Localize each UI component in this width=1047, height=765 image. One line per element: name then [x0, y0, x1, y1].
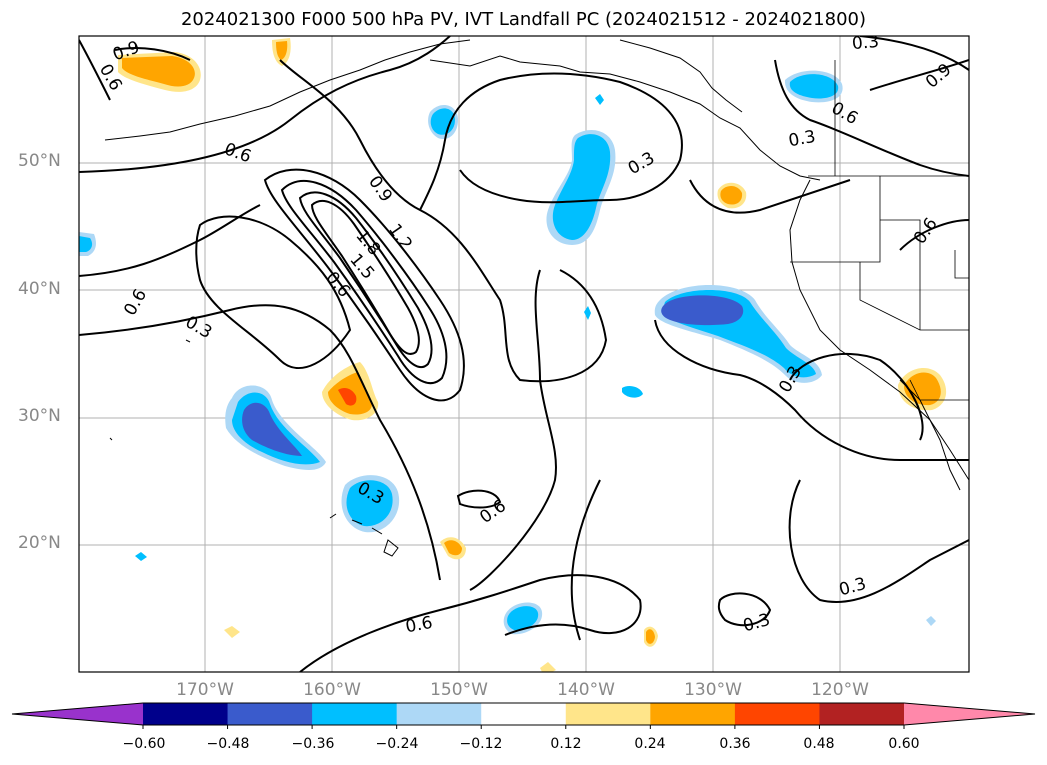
colorbar-swatch [481, 703, 567, 725]
colorbar-tick-label: 0.12 [550, 736, 582, 752]
political-boundaries [790, 60, 969, 401]
map-plot-area: 0.9 0.6 0.6 0.6 0.3 0.9 1.2 1.8 1.5 0.6 … [79, 32, 969, 672]
pv-contour-labels: 0.9 0.6 0.6 0.6 0.3 0.9 1.2 1.8 1.5 0.6 … [95, 32, 956, 637]
colorbar-tick-label: −0.48 [206, 736, 250, 752]
contour-label: 0.3 [787, 127, 817, 151]
contour-label: 0.3 [625, 148, 658, 179]
colorbar-swatch [565, 703, 651, 725]
contour-label: 0.3 [182, 312, 215, 343]
lat-label: 20°N [18, 533, 61, 553]
lat-label: 40°N [18, 279, 61, 299]
colorbar-swatch [143, 703, 229, 725]
colorbar-swatch [819, 703, 905, 725]
contour-label: 0.3 [741, 610, 772, 636]
contour-label: 0.6 [910, 214, 942, 248]
pv-contour-0.3-main [79, 36, 451, 173]
colorbar-tick-label: 0.60 [888, 736, 920, 752]
coastlines [104, 39, 969, 557]
contour-label: 0.6 [120, 286, 151, 319]
lat-label: 50°N [18, 151, 61, 171]
ivt-positive-regions [118, 38, 947, 672]
map-title: 2024021300 F000 500 hPa PV, IVT Landfall… [180, 9, 867, 30]
coastline-north-america [789, 179, 969, 481]
colorbar-tick-label: 0.36 [719, 736, 751, 752]
colorbar-swatch [650, 703, 736, 725]
contour-label: 0.9 [922, 60, 956, 93]
contour-label: 0.6 [404, 613, 434, 637]
contour-label: 0.6 [828, 98, 861, 129]
lon-label: 120°W [811, 680, 869, 700]
colorbar-extend-max [904, 703, 1035, 725]
coastline-hawaii [329, 513, 399, 557]
colorbar-swatch [734, 703, 820, 725]
pv-contours [79, 36, 969, 672]
colorbar-tick-label: 0.48 [803, 736, 835, 752]
pv-contour-0.6-closed [195, 215, 352, 370]
ivt-negative-regions [79, 70, 936, 635]
coastline-alaska-peninsula [104, 39, 471, 141]
colorbar-swatch [396, 703, 482, 725]
pv-contour-jet-core [263, 168, 465, 402]
colorbar [11, 702, 1036, 729]
lon-label: 160°W [303, 680, 361, 700]
contour-label: 0.3 [851, 32, 880, 54]
contour-label: 0.9 [364, 172, 396, 206]
lat-label: 30°N [18, 406, 61, 426]
colorbar-tick-label: −0.24 [375, 736, 419, 752]
colorbar-swatch [312, 703, 398, 725]
lon-label: 170°W [176, 680, 234, 700]
lon-label: 150°W [430, 680, 488, 700]
colorbar-tick-label: −0.12 [459, 736, 503, 752]
colorbar-swatch [227, 703, 313, 725]
map-frame [78, 35, 970, 673]
colorbar-tick-label: −0.60 [122, 736, 166, 752]
contour-label: 0.6 [476, 496, 510, 528]
colorbar-extend-min [12, 703, 143, 725]
lon-label: 130°W [684, 680, 742, 700]
lon-label: 140°W [557, 680, 615, 700]
colorbar-tick-label: −0.36 [291, 736, 335, 752]
colorbar-tick-label: 0.24 [634, 736, 666, 752]
